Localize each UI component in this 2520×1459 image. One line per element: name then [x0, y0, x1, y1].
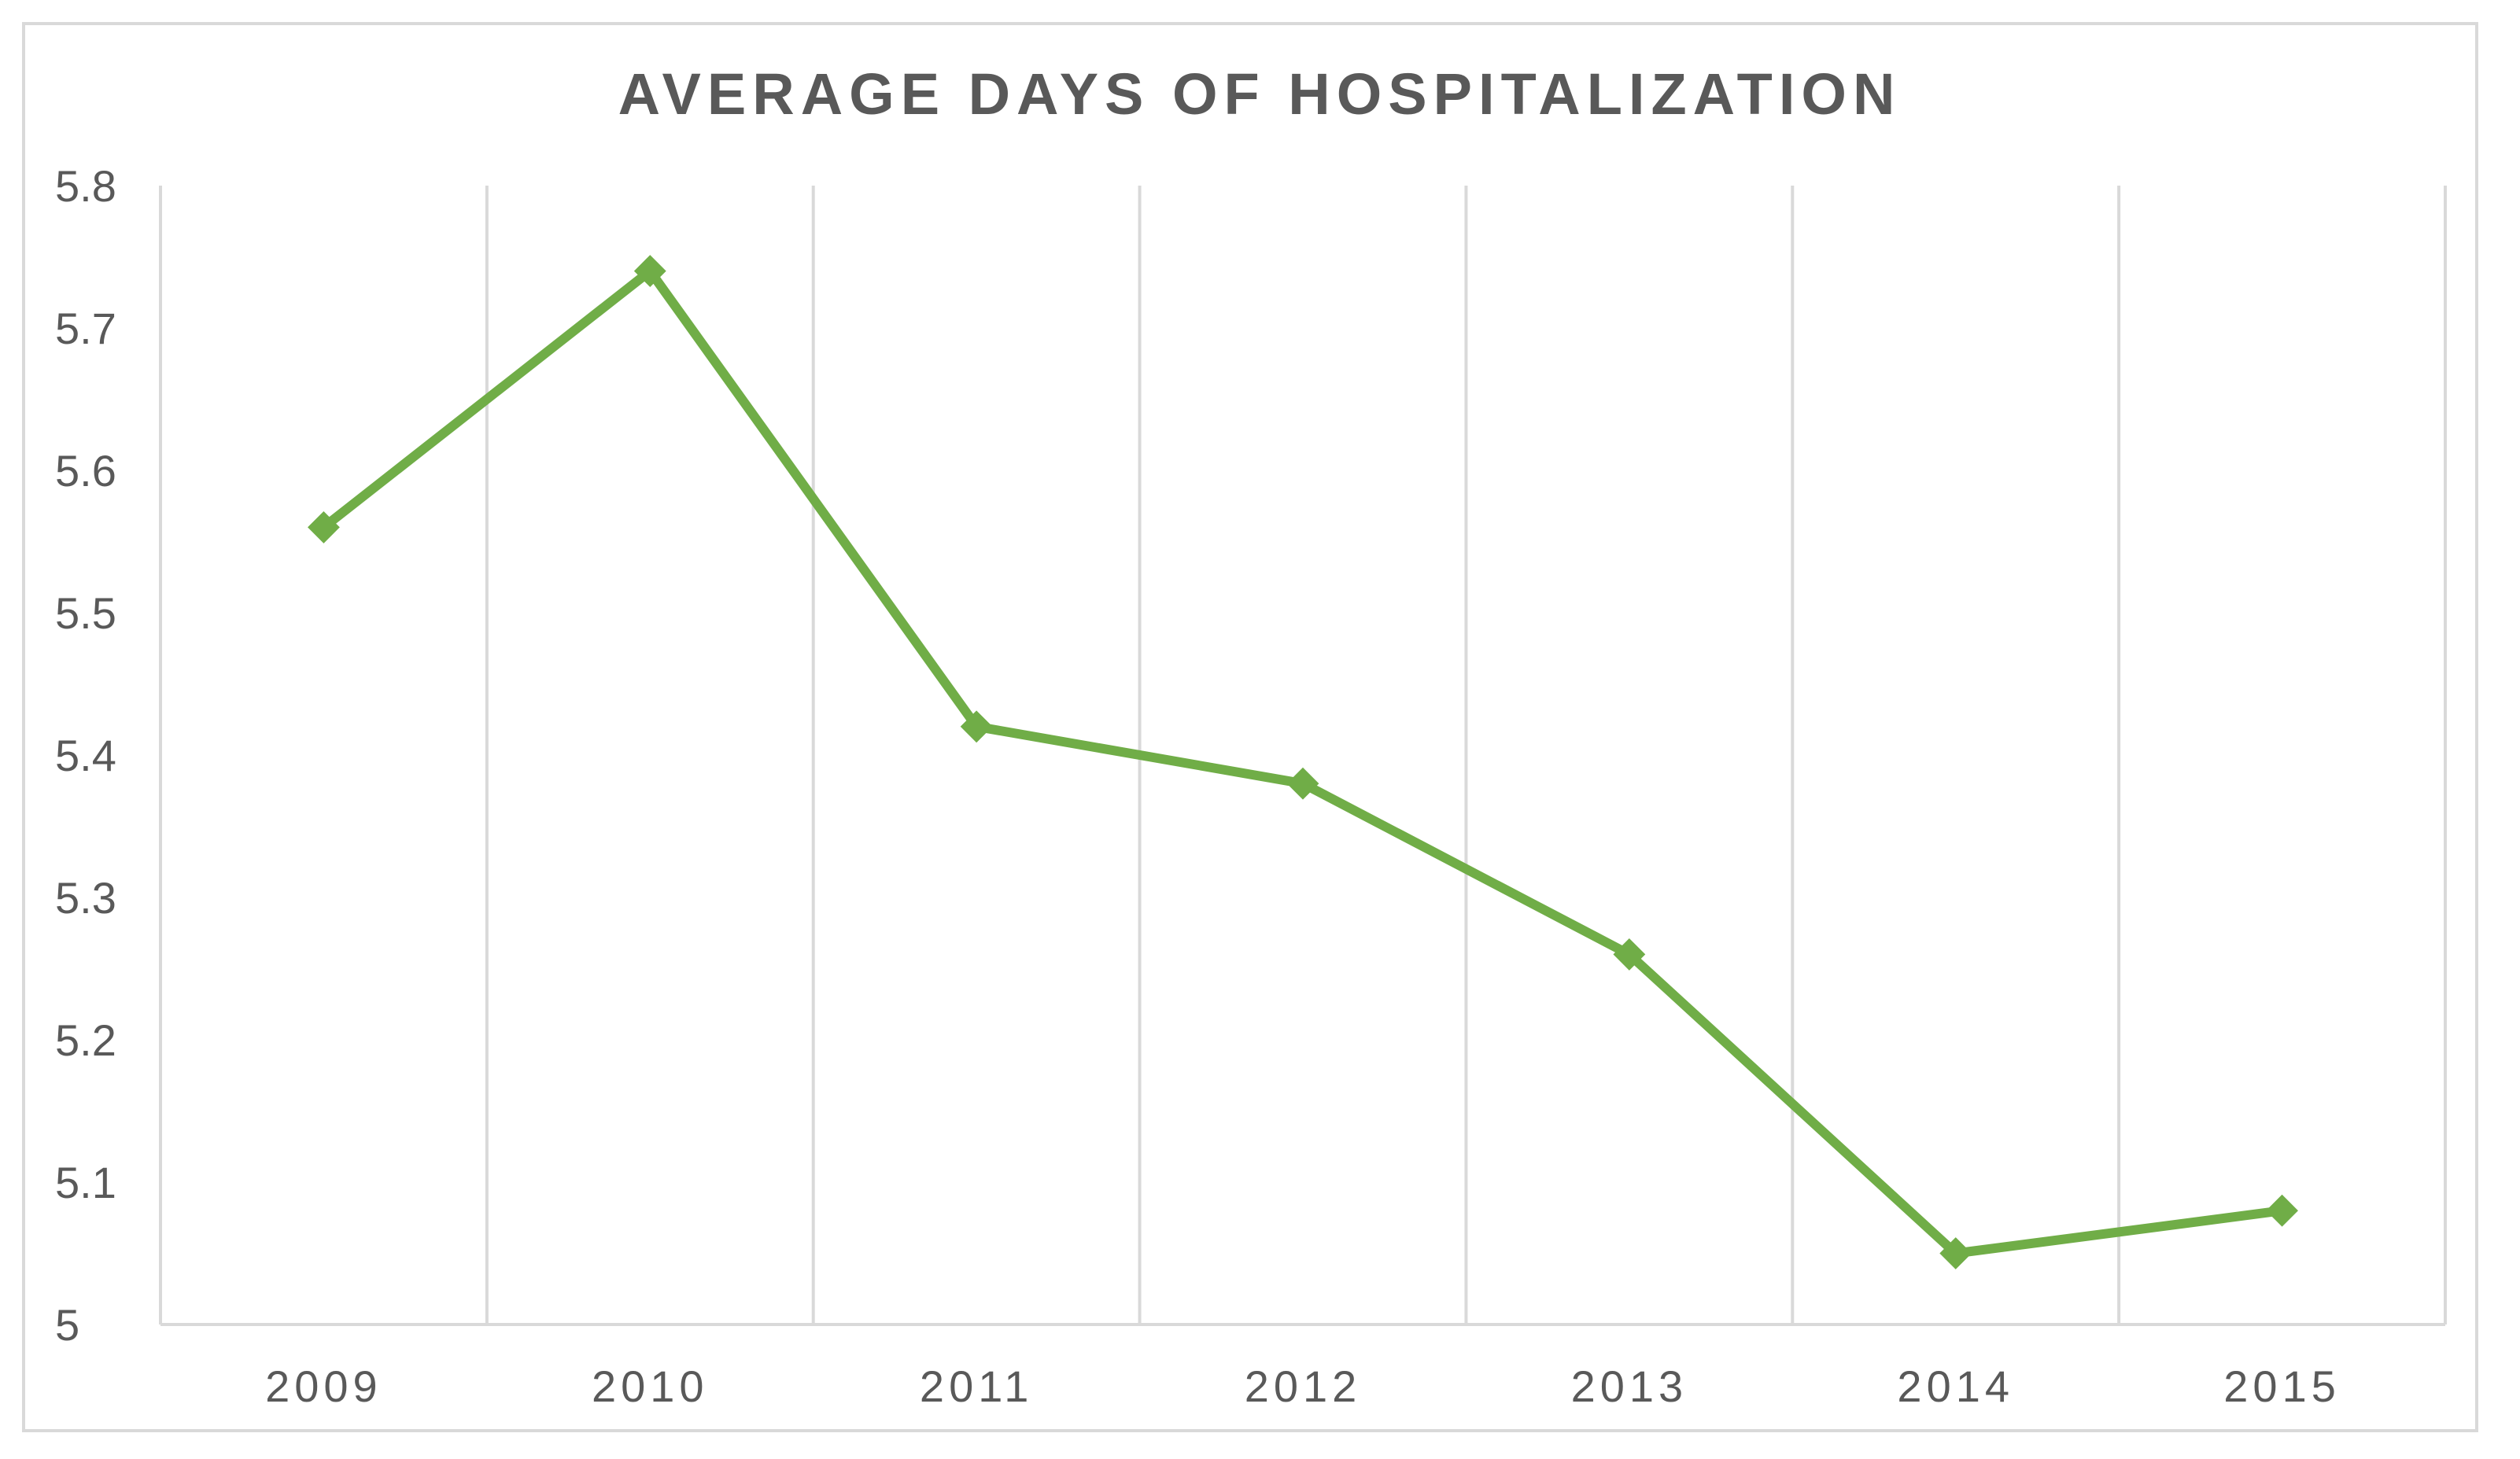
- x-tick-label: 2013: [1571, 1361, 1688, 1411]
- y-tick-label: 5.5: [55, 588, 116, 638]
- series: [319, 266, 2287, 1258]
- x-tick-label: 2010: [592, 1361, 709, 1411]
- y-tick-label: 5.1: [55, 1158, 116, 1207]
- data-point-marker: [633, 255, 666, 288]
- data-point-marker: [1613, 938, 1646, 971]
- y-tick-label: 5.7: [55, 304, 116, 353]
- data-point-marker: [2266, 1194, 2298, 1227]
- data-point-marker: [1939, 1237, 1972, 1269]
- data-point-marker: [1286, 767, 1319, 800]
- x-tick-label: 2014: [1897, 1361, 2014, 1411]
- y-tick-label: 5.8: [55, 161, 116, 211]
- x-tick-label: 2009: [265, 1361, 382, 1411]
- data-point-marker: [308, 510, 340, 543]
- y-tick-label: 5.6: [55, 446, 116, 496]
- y-axis-ticks: 5 5.1 5.2 5.3 5.4 5.5 5.6 5.7 5.8: [55, 161, 116, 1350]
- chart-title: AVERAGE DAYS OF HOSPITALIZATION: [618, 61, 1902, 127]
- y-tick-label: 5: [55, 1300, 79, 1350]
- x-tick-label: 2015: [2223, 1361, 2341, 1411]
- data-point-marker: [960, 710, 993, 743]
- gridlines: [159, 186, 2447, 1325]
- x-tick-label: 2012: [1245, 1361, 1362, 1411]
- chart-frame: [22, 22, 2478, 1432]
- series-line: [319, 266, 2287, 1258]
- y-tick-label: 5.4: [55, 731, 116, 780]
- y-tick-label: 5.3: [55, 873, 116, 923]
- markers: [308, 255, 2298, 1269]
- x-axis-ticks: 2009 2010 2011 2012 2013 2014 2015: [265, 1361, 2341, 1411]
- x-tick-label: 2011: [920, 1361, 1033, 1411]
- y-tick-label: 5.2: [55, 1015, 116, 1065]
